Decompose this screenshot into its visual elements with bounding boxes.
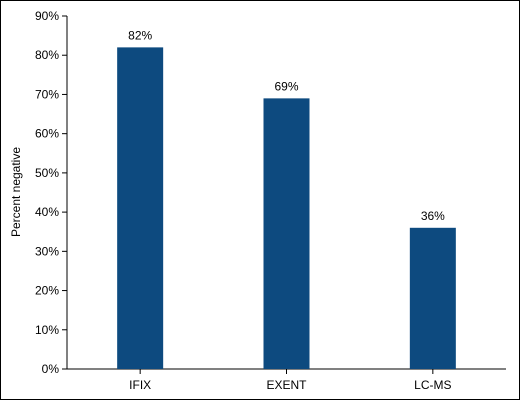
y-tick-label: 10% xyxy=(35,323,59,337)
data-label: 82% xyxy=(128,28,152,42)
x-tick-label: EXENT xyxy=(266,378,307,392)
bar xyxy=(409,227,456,369)
y-tick-label: 90% xyxy=(35,9,59,23)
data-label: 36% xyxy=(421,209,445,223)
data-label: 69% xyxy=(274,79,298,93)
y-ticks: 0% 10% 20% 30% 40% 50% 60% 70% 80% 90% xyxy=(35,9,67,376)
y-tick-label: 70% xyxy=(35,87,59,101)
y-tick-label: 30% xyxy=(35,244,59,258)
y-tick-label: 0% xyxy=(42,362,60,376)
bars: 82% 69% 36% xyxy=(117,28,456,369)
y-tick-label: 80% xyxy=(35,48,59,62)
y-tick-label: 50% xyxy=(35,166,59,180)
x-tick-label: IFIX xyxy=(129,378,151,392)
y-tick-label: 40% xyxy=(35,205,59,219)
y-tick-label: 60% xyxy=(35,127,59,141)
x-ticks: IFIX EXENT LC-MS xyxy=(129,369,452,392)
y-tick-label: 20% xyxy=(35,284,59,298)
bar xyxy=(117,47,164,369)
y-axis-title: Percent negative xyxy=(9,147,23,237)
bar xyxy=(263,98,310,369)
x-tick-label: LC-MS xyxy=(414,378,451,392)
